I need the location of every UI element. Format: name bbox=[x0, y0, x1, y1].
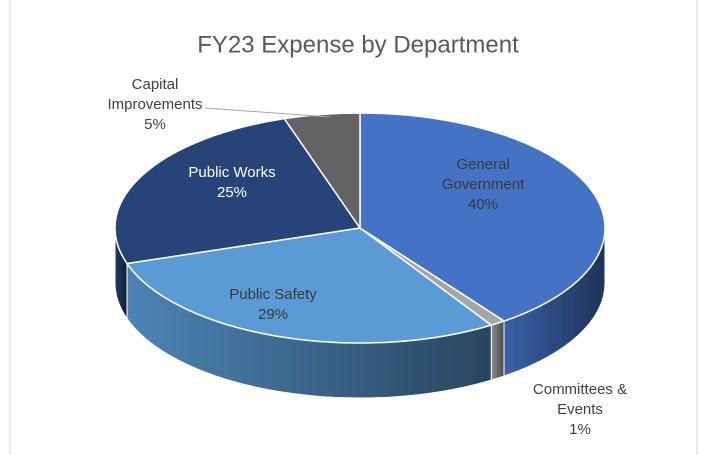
pie-sides bbox=[114, 227, 606, 399]
slice bbox=[114, 117, 362, 265]
value-label: 29% bbox=[257, 306, 289, 323]
slice-label: Committees & Events 1% bbox=[520, 380, 640, 440]
category-label: Public Works bbox=[188, 164, 276, 181]
slice bbox=[282, 112, 361, 231]
leader-line bbox=[204, 107, 331, 118]
value-label: 5% bbox=[144, 116, 166, 133]
value-label: 1% bbox=[569, 421, 591, 438]
pie-tops bbox=[114, 112, 606, 344]
slice bbox=[125, 227, 493, 344]
slice-label: Capital Improvements 5% bbox=[100, 75, 210, 135]
category-label: Committees & Events bbox=[532, 381, 628, 418]
chart-title: FY23 Expense by Department bbox=[197, 31, 519, 58]
slice-side bbox=[490, 320, 505, 381]
slice-label: Public Works 25% bbox=[172, 163, 292, 203]
category-label: General Government bbox=[441, 156, 525, 193]
category-label: Public Safety bbox=[229, 286, 317, 303]
slice-label: Public Safety 29% bbox=[208, 285, 338, 325]
category-label: Capital Improvements bbox=[107, 76, 203, 113]
value-label: 40% bbox=[467, 196, 499, 213]
slice-label: General Government 40% bbox=[428, 155, 538, 215]
value-label: 25% bbox=[216, 184, 248, 201]
slice bbox=[359, 112, 606, 322]
